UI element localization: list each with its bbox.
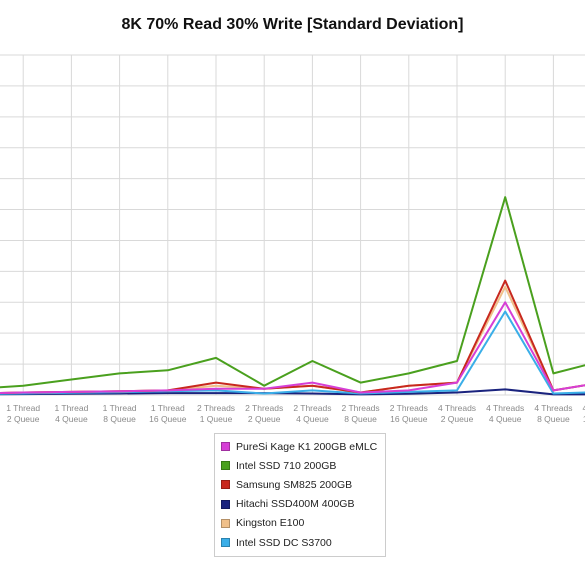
- x-tick-label: 1 Thread 4 Queue: [54, 403, 88, 424]
- series-lines: [0, 196, 585, 396]
- legend-label: Intel SSD DC S3700: [236, 536, 332, 549]
- series-line-samsung-sm825-200gb: [0, 279, 585, 394]
- legend-item: Hitachi SSD400M 400GB: [221, 495, 379, 514]
- legend-swatch: [221, 442, 230, 452]
- series-line-hitachi-ssd400m-400gb: [0, 388, 585, 396]
- legend-swatch: [221, 461, 230, 471]
- legend-item: Intel SSD 710 200GB: [221, 456, 379, 475]
- legend-swatch: [221, 480, 230, 490]
- legend-label: Intel SSD 710 200GB: [236, 459, 337, 472]
- x-tick-label: 1 Thread 2 Queue: [6, 403, 40, 424]
- legend-swatch: [221, 538, 230, 548]
- x-tick-label: 1 Thread 8 Queue: [103, 403, 137, 424]
- x-tick-label: 2 Threads 16 Queue: [390, 403, 428, 424]
- legend-item: Intel SSD DC S3700: [221, 533, 379, 552]
- chart-title: 8K 70% Read 30% Write [Standard Deviatio…: [121, 16, 464, 33]
- x-tick-label: 2 Threads 1 Queue: [197, 403, 235, 424]
- x-tick-label: 4 Threads 2 Queue: [438, 403, 476, 424]
- legend: PureSi Kage K1 200GB eMLC Intel SSD 710 2…: [214, 433, 386, 558]
- legend-label: Hitachi SSD400M 400GB: [236, 498, 355, 511]
- legend-label: Kingston E100: [236, 517, 305, 530]
- legend-item: Kingston E100: [221, 514, 379, 533]
- x-tick-label: 2 Threads 2 Queue: [245, 403, 283, 424]
- legend-item: PureSi Kage K1 200GB eMLC: [221, 437, 379, 456]
- vertical-gridlines: [22, 55, 554, 395]
- legend-swatch: [221, 499, 230, 509]
- legend-label: PureSi Kage K1 200GB eMLC: [236, 440, 378, 453]
- x-tick-label: 2 Threads 8 Queue: [342, 403, 380, 424]
- x-tick-label: 4 Threads 4 Queue: [486, 403, 524, 424]
- series-line-puresi-kage-k1-200gb-emlc: [0, 301, 585, 394]
- legend-label: Samsung SM825 200GB: [236, 478, 353, 491]
- x-tick-label: 4 Threads 8 Queue: [534, 403, 572, 424]
- legend-item: Samsung SM825 200GB: [221, 475, 379, 494]
- x-tick-label: 1 Thread 16 Queue: [149, 403, 187, 424]
- series-line-intel-ssd-dc-s3700: [0, 310, 585, 395]
- legend-swatch: [221, 518, 230, 528]
- x-tick-label: 2 Threads 4 Queue: [293, 403, 331, 424]
- series-line-intel-ssd-710-200gb: [0, 196, 585, 389]
